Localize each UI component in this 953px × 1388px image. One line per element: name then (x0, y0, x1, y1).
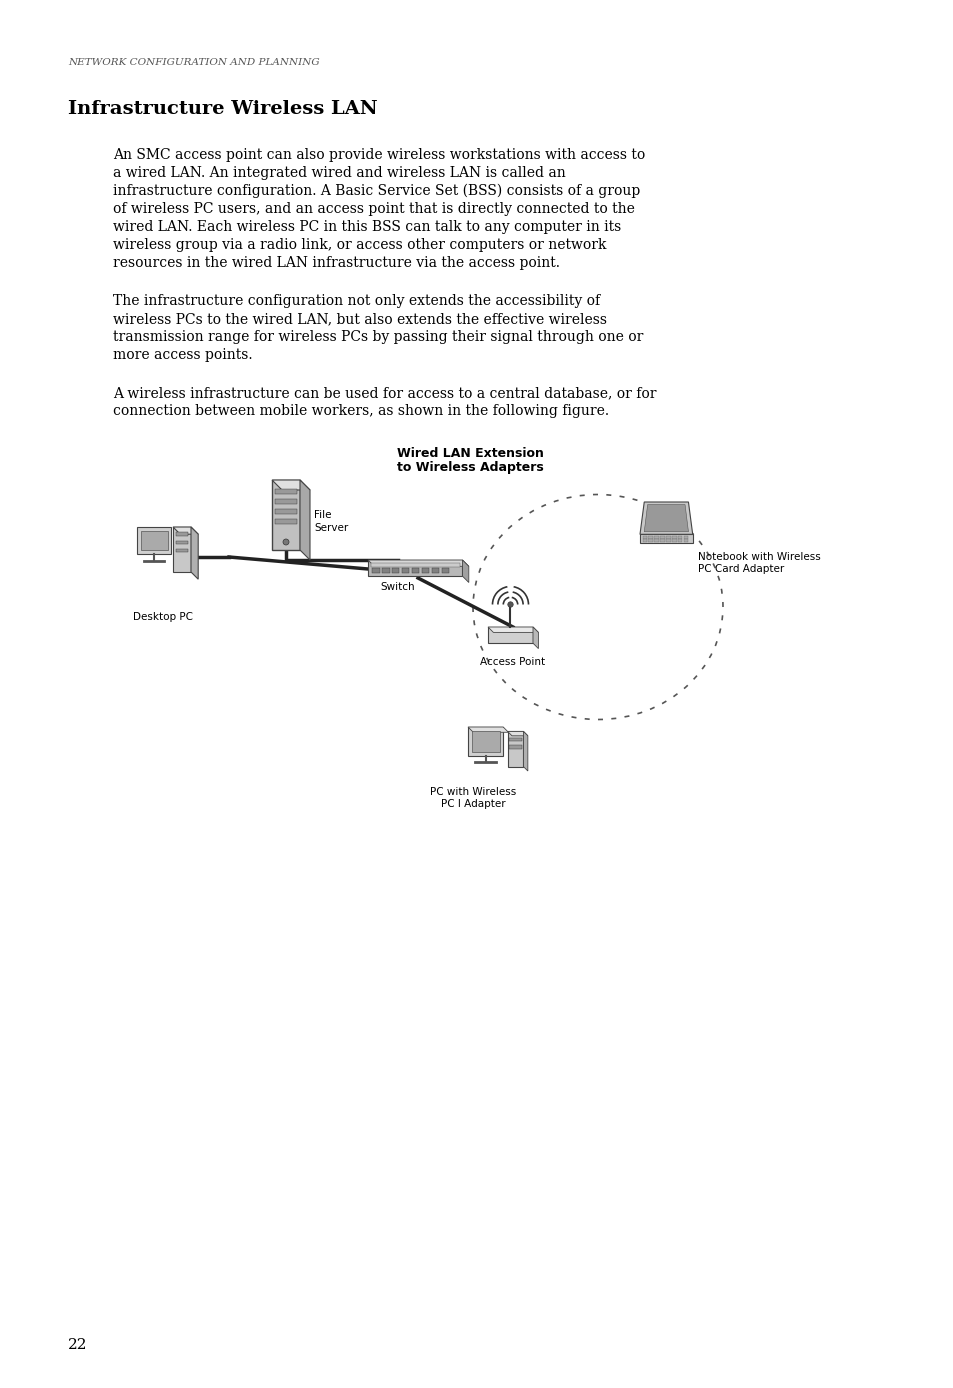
Text: a wired LAN. An integrated wired and wireless LAN is called an: a wired LAN. An integrated wired and wir… (112, 167, 565, 180)
Text: more access points.: more access points. (112, 348, 253, 362)
Text: Server: Server (314, 523, 348, 533)
Polygon shape (462, 559, 468, 583)
Bar (432, 568, 438, 573)
Polygon shape (507, 731, 523, 766)
Bar (672, 536, 676, 539)
Text: to Wireless Adapters: to Wireless Adapters (396, 461, 543, 473)
Text: wireless PCs to the wired LAN, but also extends the effective wireless: wireless PCs to the wired LAN, but also … (112, 312, 606, 326)
Bar (665, 536, 670, 539)
Circle shape (507, 602, 513, 607)
Bar (175, 548, 188, 552)
Polygon shape (488, 627, 537, 633)
Polygon shape (468, 727, 508, 733)
Bar (421, 568, 429, 573)
Bar (175, 540, 188, 544)
Bar (274, 519, 296, 525)
Bar (683, 536, 688, 539)
Polygon shape (368, 559, 468, 566)
Polygon shape (172, 527, 198, 534)
Text: of wireless PC users, and an access point that is directly connected to the: of wireless PC users, and an access poin… (112, 203, 634, 217)
Polygon shape (639, 502, 692, 534)
Circle shape (283, 539, 289, 545)
Bar (392, 568, 399, 573)
Bar (678, 536, 681, 539)
Bar (659, 540, 664, 541)
Polygon shape (368, 559, 462, 576)
Text: PC I Adapter: PC I Adapter (440, 799, 505, 809)
Bar (659, 536, 664, 539)
Text: A wireless infrastructure can be used for access to a central database, or for: A wireless infrastructure can be used fo… (112, 386, 656, 400)
Polygon shape (639, 534, 692, 543)
Bar (509, 737, 521, 741)
Bar (372, 568, 379, 573)
Polygon shape (468, 727, 502, 756)
Text: connection between mobile workers, as shown in the following figure.: connection between mobile workers, as sh… (112, 404, 608, 418)
Text: File: File (314, 509, 331, 520)
Text: wired LAN. Each wireless PC in this BSS can talk to any computer in its: wired LAN. Each wireless PC in this BSS … (112, 221, 620, 235)
Text: wireless group via a radio link, or access other computers or network: wireless group via a radio link, or acce… (112, 237, 606, 253)
Bar (683, 540, 688, 541)
Bar (402, 568, 409, 573)
Text: Wired LAN Extension: Wired LAN Extension (396, 447, 543, 459)
Bar (648, 540, 652, 541)
Bar (672, 540, 676, 541)
Text: Access Point: Access Point (480, 657, 545, 668)
Bar (471, 731, 499, 752)
Bar (441, 568, 449, 573)
Polygon shape (643, 505, 688, 532)
Polygon shape (299, 480, 310, 559)
Text: An SMC access point can also provide wireless workstations with access to: An SMC access point can also provide wir… (112, 149, 644, 162)
Text: PC Card Adapter: PC Card Adapter (698, 564, 783, 575)
Bar (371, 562, 459, 568)
Polygon shape (488, 627, 533, 643)
Text: Desktop PC: Desktop PC (132, 612, 193, 622)
Text: PC with Wireless: PC with Wireless (430, 787, 516, 797)
Bar (654, 536, 658, 539)
Bar (274, 489, 296, 494)
Polygon shape (272, 480, 299, 550)
Text: Infrastructure Wireless LAN: Infrastructure Wireless LAN (68, 100, 377, 118)
Bar (642, 540, 646, 541)
Bar (175, 533, 188, 536)
Bar (665, 540, 670, 541)
Polygon shape (191, 527, 198, 579)
Bar (654, 540, 658, 541)
Bar (412, 568, 419, 573)
Bar (678, 540, 681, 541)
Polygon shape (507, 731, 527, 736)
Text: resources in the wired LAN infrastructure via the access point.: resources in the wired LAN infrastructur… (112, 255, 559, 271)
Text: 22: 22 (68, 1338, 88, 1352)
Text: The infrastructure configuration not only extends the accessibility of: The infrastructure configuration not onl… (112, 294, 599, 308)
Text: Notebook with Wireless: Notebook with Wireless (698, 552, 820, 562)
Bar (274, 500, 296, 504)
Polygon shape (533, 627, 537, 648)
Polygon shape (172, 527, 191, 572)
Bar (382, 568, 389, 573)
Bar (642, 536, 646, 539)
Text: Switch: Switch (380, 582, 415, 593)
Polygon shape (140, 530, 168, 551)
Polygon shape (137, 527, 171, 554)
Bar (648, 536, 652, 539)
Text: NETWORK CONFIGURATION AND PLANNING: NETWORK CONFIGURATION AND PLANNING (68, 58, 319, 67)
Polygon shape (523, 731, 527, 770)
Bar (274, 509, 296, 514)
Text: transmission range for wireless PCs by passing their signal through one or: transmission range for wireless PCs by p… (112, 330, 642, 344)
Text: infrastructure configuration. A Basic Service Set (BSS) consists of a group: infrastructure configuration. A Basic Se… (112, 185, 639, 198)
Bar (509, 745, 521, 750)
Polygon shape (272, 480, 310, 490)
